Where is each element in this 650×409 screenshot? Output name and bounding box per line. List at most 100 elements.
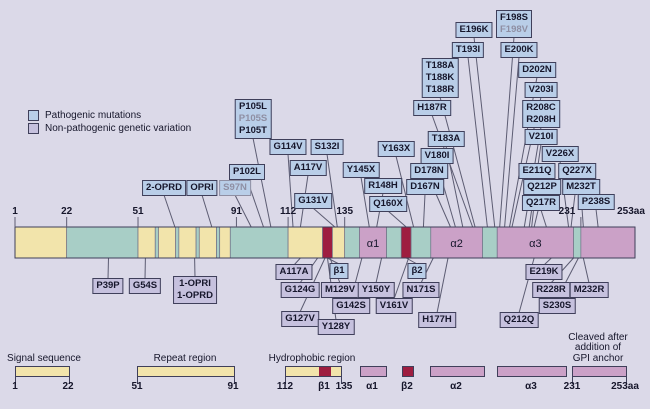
mutation-label-Q212P: Q212P — [523, 179, 561, 195]
mutation-text-P238S: P238S — [581, 196, 611, 207]
mutation-text-Q212P: Q212P — [527, 181, 557, 192]
footer-title-repeat-region: Repeat region — [154, 353, 217, 365]
mutation-text-G114V: G114V — [273, 141, 303, 152]
mutation-text-T188R: T188R — [425, 84, 455, 95]
mutation-label-G114V: G114V — [269, 139, 307, 155]
mutation-label-V161V: V161V — [375, 298, 413, 314]
connector-line-Y163X — [395, 155, 415, 228]
mutation-text-S230S: S230S — [542, 300, 572, 311]
legend-label-pathogenic: Pathogenic mutations — [45, 110, 142, 121]
mutation-label-V226X: V226X — [541, 146, 579, 162]
band-outline — [14, 226, 636, 259]
mutation-label-V210I: V210I — [524, 129, 558, 145]
mutation-text-G54S: G54S — [132, 280, 158, 291]
footer-label-α3: α3 — [525, 381, 537, 392]
axis-tick-label-1: 1 — [12, 206, 18, 217]
connector-line-S132I — [326, 153, 338, 228]
footer-label-231: 231 — [563, 381, 581, 392]
mutation-label-2-OPRD: 2-OPRD — [142, 180, 186, 196]
mutation-label-G131V: G131V — [294, 193, 332, 209]
mutation-text-Y128Y: Y128Y — [321, 321, 351, 332]
mutation-text-Y145X: Y145X — [346, 164, 376, 175]
band-region-label-α3: α3 — [529, 238, 541, 250]
mutation-text-M232R: M232R — [573, 284, 605, 295]
pathogenic-swatch-icon — [28, 110, 39, 121]
footer-bar-endtick-gpi-anchor-0 — [572, 377, 573, 384]
connector-line-Y150Y — [375, 257, 383, 284]
mutation-text-P105T: P105T — [239, 125, 267, 136]
footer-label-22: 22 — [62, 381, 74, 392]
mutation-label-R228R: R228R — [532, 282, 570, 298]
mutation-text-H177H: H177H — [422, 314, 452, 325]
mutation-text-Q217R: Q217R — [525, 197, 557, 208]
mutation-label-Q212Q: Q212Q — [499, 312, 539, 328]
mutation-label-G54S: G54S — [128, 278, 162, 294]
mutation-label-E196K: E196K — [455, 22, 493, 38]
footer-bar-segment-yellow — [286, 367, 319, 376]
mutation-label-G127V: G127V — [281, 311, 319, 327]
mutation-text-R228R: R228R — [536, 284, 566, 295]
mutation-label-D202N: D202N — [518, 62, 556, 78]
mutation-text-S132I: S132I — [314, 141, 340, 152]
mutation-label-A117V: A117V — [289, 160, 327, 176]
legend-row-non-pathogenic: Non-pathogenic genetic variation — [28, 122, 191, 135]
footer-title-line: Signal sequence — [7, 352, 81, 364]
mutation-label-E219K: E219K — [525, 264, 563, 280]
band-segment-12-yellow — [287, 226, 323, 259]
mutation-text-G142S: G142S — [336, 300, 366, 311]
footer-bar-segment-pink — [361, 367, 386, 376]
footer-label-253aa: 253aa — [611, 381, 639, 392]
mutation-text-F198V: F198V — [500, 24, 528, 35]
footer-bar-segment-red — [403, 367, 413, 376]
footer-bar-endtick-hydrophobic-region-0 — [285, 377, 286, 384]
mutation-label-Q227X: Q227X — [558, 163, 596, 179]
connector-line-Y145X — [360, 176, 370, 228]
mutation-label-F198: F198S F198V — [496, 10, 532, 38]
mutation-text-S97N: S97N — [223, 182, 247, 193]
mutation-text-G127V: G127V — [285, 313, 315, 324]
mutation-text-T183A: T183A — [431, 133, 461, 144]
mutation-text-Y163X: Y163X — [381, 143, 411, 154]
mutation-text-Y150Y: Y150Y — [361, 284, 391, 295]
mutation-label-H187R: H187R — [413, 100, 451, 116]
mutation-text-Q212Q: Q212Q — [503, 314, 535, 325]
mutation-label-beta1-label: β1 — [329, 263, 349, 279]
mutation-text-β1: β1 — [333, 265, 345, 276]
footer-title-signal-sequence: Signal sequence — [7, 352, 81, 365]
mutation-text-P105L: P105L — [239, 101, 267, 112]
mutation-label-M232T: M232T — [562, 179, 600, 195]
mutation-text-β2: β2 — [411, 265, 423, 276]
connector-line-OPRI — [201, 194, 213, 228]
connector-line-T188 — [439, 96, 476, 228]
mutation-label-D167N: D167N — [406, 179, 444, 195]
footer-bar-repeat-region — [137, 366, 235, 377]
connector-line-H177H — [436, 257, 449, 314]
mutation-label-H177H: H177H — [418, 312, 456, 328]
band-segment-20-pink — [430, 226, 483, 259]
footer-bar-endtick-signal-sequence-0 — [15, 377, 16, 384]
mutation-label-S132I: S132I — [310, 139, 344, 155]
connector-line-G131V — [312, 207, 336, 228]
mutation-label-G124G: G124G — [280, 282, 320, 298]
footer-bar-segment-red — [319, 367, 331, 376]
connector-line-P105 — [252, 137, 272, 228]
mutation-text-V180I: V180I — [424, 150, 450, 161]
connector-line-E196K — [473, 36, 496, 228]
mutation-text-V203I: V203I — [528, 84, 554, 95]
mutation-label-P39P: P39P — [92, 278, 124, 294]
mutation-text-2-OPRD: 2-OPRD — [146, 182, 182, 193]
mutation-text-V161V: V161V — [379, 300, 409, 311]
mutation-text-G131V: G131V — [298, 195, 328, 206]
axis-tick-label-135: 135 — [336, 206, 353, 217]
footer-bar-gpi-anchor — [572, 366, 627, 377]
mutation-text-T188K: T188K — [425, 72, 455, 83]
footer-label-α2: α2 — [450, 381, 462, 392]
footer-bar-segment-pink — [431, 367, 484, 376]
band-region-label-α2: α2 — [450, 238, 462, 250]
mutation-text-A117V: A117V — [293, 162, 323, 173]
footer-title-hydrophobic-region: Hydrophobic region — [269, 353, 356, 365]
mutation-text-N171S: N171S — [406, 284, 436, 295]
mutation-text-OPRI: OPRI — [190, 182, 214, 193]
